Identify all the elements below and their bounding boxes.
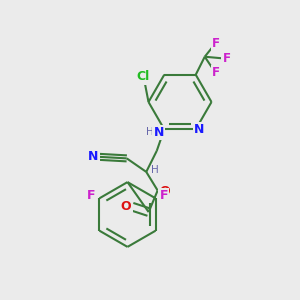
Text: N: N [154,126,164,139]
Text: Cl: Cl [137,70,150,83]
Text: F: F [212,37,220,50]
Text: F: F [223,52,231,65]
Text: N: N [88,150,98,163]
Text: F: F [212,66,220,79]
Text: H: H [151,165,158,176]
Text: H: H [146,127,154,137]
Text: O: O [159,185,169,199]
Text: N: N [194,123,205,136]
Text: O: O [121,200,131,213]
Text: F: F [160,189,168,203]
Text: F: F [87,189,95,203]
